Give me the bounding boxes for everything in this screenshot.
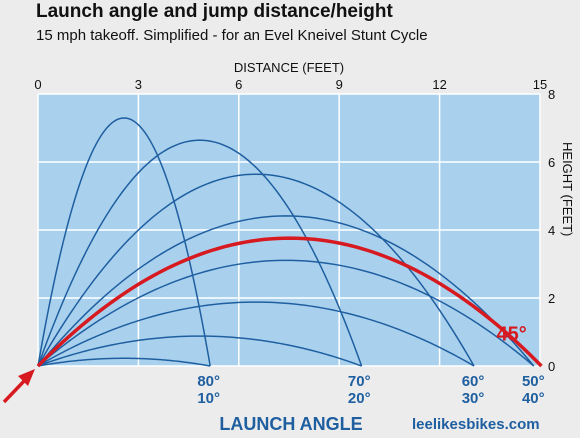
grid-lines: [37, 93, 541, 367]
x-axis-label: DISTANCE (FEET): [234, 60, 344, 75]
x-tick-label: 12: [432, 77, 446, 92]
trajectory-50deg: [37, 215, 535, 367]
x-tick-label: 0: [34, 77, 41, 92]
trajectory-80deg: [37, 117, 211, 367]
angle-label-top: 50°: [522, 373, 545, 390]
credit-text: leelikesbikes.com: [412, 416, 540, 433]
trajectory-40deg: [37, 259, 535, 367]
angle-label-bottom: 10°: [197, 390, 220, 407]
angle-label-top: 80°: [197, 373, 220, 390]
launch-arrow-icon: [2, 369, 35, 404]
y-axis-label: HEIGHT (FEET): [560, 142, 575, 236]
trajectory-70deg: [37, 139, 363, 367]
chart-subtitle: 15 mph takeoff. Simplified - for an Evel…: [36, 27, 428, 44]
trajectory-curves: [37, 117, 535, 367]
angle-label-top: 60°: [462, 373, 485, 390]
y-tick-label: 2: [548, 291, 555, 306]
x-tick-labels: 0 3 6 9 12 15: [34, 77, 547, 92]
arrow-shaft: [2, 376, 29, 404]
y-tick-label: 4: [548, 223, 555, 238]
x-tick-label: 15: [533, 77, 547, 92]
arrow-head: [18, 369, 35, 386]
y-tick-label: 0: [548, 359, 555, 374]
x-tick-label: 3: [135, 77, 142, 92]
trajectory-30deg: [37, 301, 475, 367]
trajectory-60deg: [37, 173, 475, 367]
angle-label-bottom: 30°: [462, 390, 485, 407]
angle-label-bottom: 40°: [522, 390, 545, 407]
highlight-trajectory: [36, 236, 543, 368]
launch-angle-label: LAUNCH ANGLE: [219, 414, 362, 434]
trajectory-10deg: [37, 357, 211, 367]
trajectory-45deg: [36, 236, 543, 368]
angle-pair-labels: 80°10° 70°20° 60°30° 50°40°: [197, 373, 544, 407]
y-tick-label: 6: [548, 155, 555, 170]
trajectory-20deg: [37, 335, 362, 367]
y-tick-label: 8: [548, 87, 555, 102]
highlight-angle-label: 45°: [496, 324, 526, 346]
chart-title: Launch angle and jump distance/height: [36, 1, 393, 22]
y-tick-labels: 0 2 4 6 8: [548, 87, 555, 374]
angle-label-bottom: 20°: [348, 390, 371, 407]
x-tick-label: 6: [235, 77, 242, 92]
x-tick-label: 9: [336, 77, 343, 92]
angle-label-top: 70°: [348, 373, 371, 390]
